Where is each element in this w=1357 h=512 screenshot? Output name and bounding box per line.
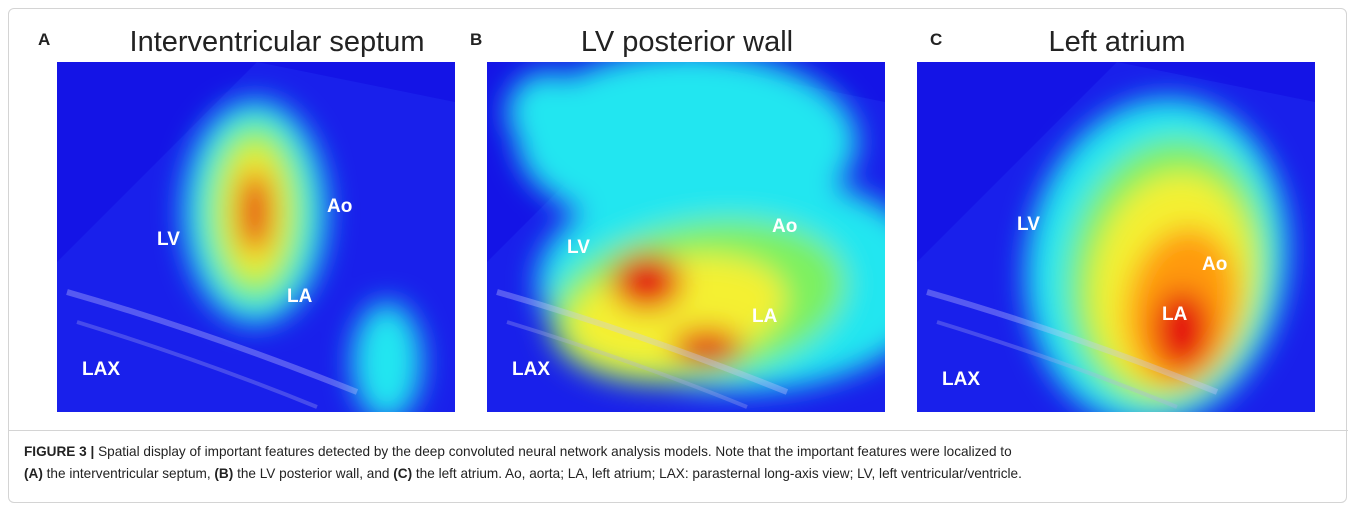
caption: FIGURE 3 | Spatial display of important … [24,441,1344,485]
anatomy-label: LA [287,286,313,307]
caption-ref: (C) [393,466,412,481]
anatomy-label: LA [752,306,778,327]
caption-text: Spatial display of important features de… [98,444,1012,459]
panel-title: LV posterior wall [487,26,887,59]
heatmap-image: LV Ao LA LAX [917,62,1315,412]
anatomy-label: LAX [942,369,980,390]
caption-text: the LV posterior wall, and [237,466,389,481]
anatomy-label: LV [157,229,180,250]
heat-blob [1154,290,1210,370]
panel-letter: A [38,30,50,50]
caption-text: the interventricular septum, [47,466,211,481]
caption-ref: (A) [24,466,43,481]
caption-label: FIGURE 3 | [24,444,94,459]
caption-ref: (B) [214,466,233,481]
panel-letter: B [470,30,482,50]
heat-blob [507,72,587,152]
anatomy-label: Ao [1202,254,1227,275]
anatomy-label: LV [567,237,590,258]
anatomy-label: LA [1162,304,1188,325]
page: A Interventricular septum LV Ao LA LAX BLV pos… [0,0,1357,512]
anatomy-label: Ao [772,216,797,237]
anatomy-label: Ao [327,196,352,217]
heat-blob [612,254,682,310]
panel-title: Interventricular septum [77,26,477,59]
heat-blob [239,170,271,254]
anatomy-label: LV [1017,214,1040,235]
panel-title: Left atrium [917,26,1317,59]
heatmap-image: LV Ao LA LAX [487,62,885,412]
anatomy-label: LAX [512,359,550,380]
caption-text: the left atrium. Ao, aorta; LA, left atr… [416,466,1022,481]
anatomy-label: LAX [82,359,120,380]
heatmap-image: LV Ao LA LAX [57,62,455,412]
divider [9,430,1348,431]
